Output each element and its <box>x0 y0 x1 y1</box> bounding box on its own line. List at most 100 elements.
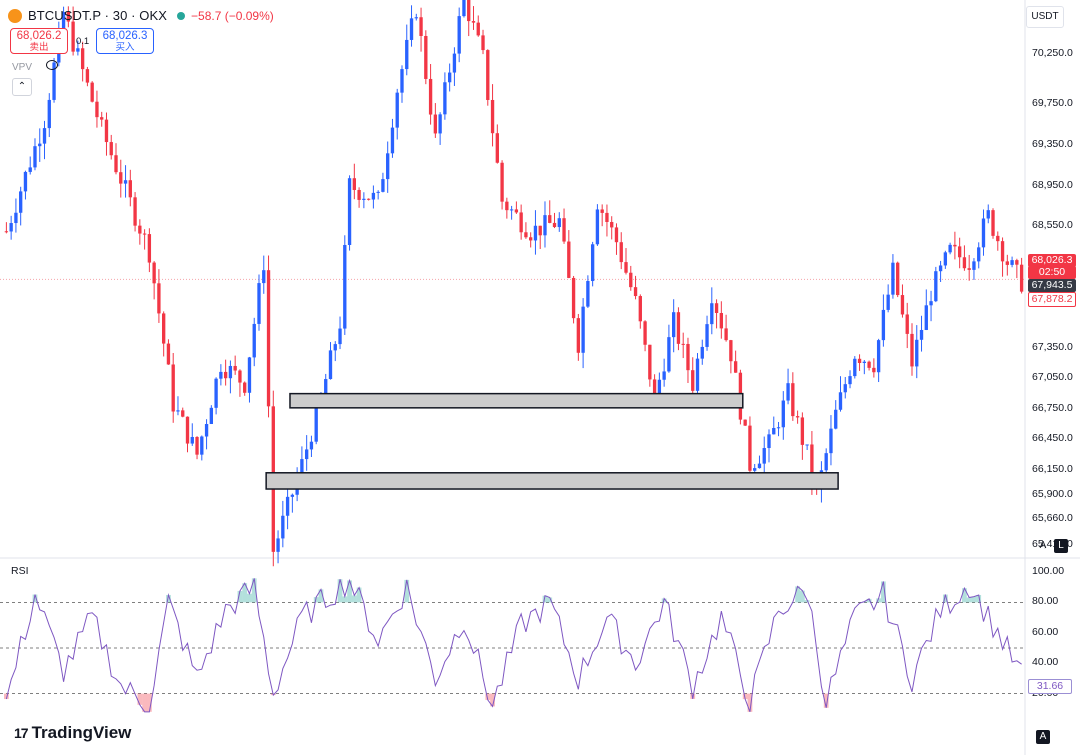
candle-body <box>362 198 366 200</box>
candle-body <box>557 218 561 228</box>
candle-body <box>834 409 838 429</box>
rsi-value-tag: 31.66 <box>1028 679 1072 694</box>
candle-body <box>714 303 719 313</box>
candle-body <box>562 218 566 242</box>
candle-body <box>314 404 318 442</box>
candle-body <box>514 209 519 213</box>
candle-body <box>934 271 938 302</box>
candle-body <box>33 146 37 168</box>
candle-body <box>42 128 47 144</box>
rsi-overbought-fill <box>337 579 343 603</box>
candle-body <box>285 496 290 516</box>
candle-body <box>619 242 623 263</box>
candle-body <box>4 231 9 233</box>
rsi-overbought-fill <box>547 597 553 603</box>
last-price-tag: 68,026.3 <box>1028 254 1076 267</box>
candle-body <box>757 463 762 469</box>
candle-body <box>1010 260 1014 265</box>
low-price-tag: 67,878.2 <box>1028 292 1076 307</box>
candle-body <box>729 340 733 362</box>
candle-body <box>710 303 714 325</box>
candle-body <box>176 410 180 412</box>
rsi-oversold-fill <box>142 693 147 712</box>
candle-body <box>162 313 166 344</box>
candle-body <box>276 538 280 552</box>
tradingview-logo[interactable]: 17 TradingView <box>14 723 131 743</box>
candle-body <box>743 419 747 426</box>
bitcoin-icon <box>8 8 22 23</box>
candle-body <box>581 306 585 353</box>
candle-body <box>490 99 495 134</box>
rsi-overbought-fill <box>795 586 800 603</box>
sell-button[interactable]: 68,026.2 卖出 <box>10 28 68 54</box>
currency-button[interactable]: USDT <box>1026 6 1064 28</box>
candle-body <box>576 318 581 353</box>
candle-body <box>667 337 671 372</box>
candle-body <box>80 48 85 70</box>
candle-body <box>567 241 571 278</box>
price-axis-label: 66,450.0 <box>1032 432 1073 445</box>
candle-body <box>200 436 204 455</box>
candle-body <box>962 257 967 269</box>
rsi-oversold-fill <box>4 693 9 700</box>
symbol-title[interactable]: BTCUSDT.P · 30 · OKX <box>28 8 168 23</box>
rsi-overbought-fill <box>876 598 882 603</box>
candle-body <box>457 16 461 54</box>
price-axis-label: 67,350.0 <box>1032 340 1073 353</box>
hide-indicator-icon[interactable] <box>46 60 58 70</box>
candle-body <box>47 99 51 129</box>
buy-button[interactable]: 68,026.3 买入 <box>96 28 154 54</box>
log-scale-button[interactable]: L <box>1054 539 1068 553</box>
candle-body <box>676 312 681 344</box>
candle-body <box>142 233 147 235</box>
rsi-pane <box>0 578 1025 713</box>
rsi-overbought-fill <box>866 598 872 603</box>
rsi-overbought-fill <box>242 583 248 603</box>
rsi-title[interactable]: RSI <box>11 565 29 577</box>
candle-body <box>443 82 447 115</box>
candle-body <box>290 494 295 497</box>
price-axis-label: 67,050.0 <box>1032 371 1073 384</box>
candle-body <box>943 252 948 266</box>
candle-body <box>424 35 428 79</box>
rsi-axis-label: 80.00 <box>1032 595 1059 608</box>
candle-body <box>324 379 328 395</box>
rsi-overbought-fill <box>166 594 171 603</box>
candle-body <box>810 444 814 479</box>
collapse-legend-button[interactable]: ⌃ <box>12 78 32 96</box>
market-status-icon <box>177 11 186 20</box>
candle-body <box>776 427 781 429</box>
rsi-oversold-fill <box>490 693 495 707</box>
candle-body <box>128 180 132 198</box>
candle-body <box>767 434 771 449</box>
candle-body <box>481 35 485 51</box>
candle-body <box>843 384 847 393</box>
candle-body <box>910 333 914 367</box>
candle-body <box>638 296 642 322</box>
indicator-legend[interactable]: VPV <box>12 62 33 73</box>
candle-body <box>891 262 895 295</box>
candle-body <box>610 222 614 228</box>
spread-value: 0.1 <box>76 36 90 47</box>
candle-body <box>724 328 728 341</box>
candle-body <box>219 371 223 379</box>
rsi-overbought-fill <box>251 578 257 603</box>
mark-price-tag: 67,943.5 <box>1028 279 1076 292</box>
candle-body <box>90 82 94 102</box>
candle-body <box>23 171 28 192</box>
candle-body <box>138 225 142 234</box>
candle-body <box>428 78 433 115</box>
symbol-header[interactable]: BTCUSDT.P · 30 · OKX −58.7 (−0.09%) <box>8 8 274 23</box>
rsi-auto-button[interactable]: A <box>1036 730 1050 744</box>
candle-body <box>476 22 480 36</box>
candle-body <box>805 444 809 446</box>
support-zones <box>265 392 839 490</box>
candle-body <box>409 18 414 40</box>
auto-scale-button[interactable]: A <box>1039 540 1047 551</box>
price-change: −58.7 (−0.09%) <box>191 8 274 23</box>
candle-body <box>862 361 866 363</box>
rsi-overbought-fill <box>966 597 972 603</box>
candle-body <box>881 309 886 341</box>
rsi-oversold-fill <box>823 693 829 708</box>
